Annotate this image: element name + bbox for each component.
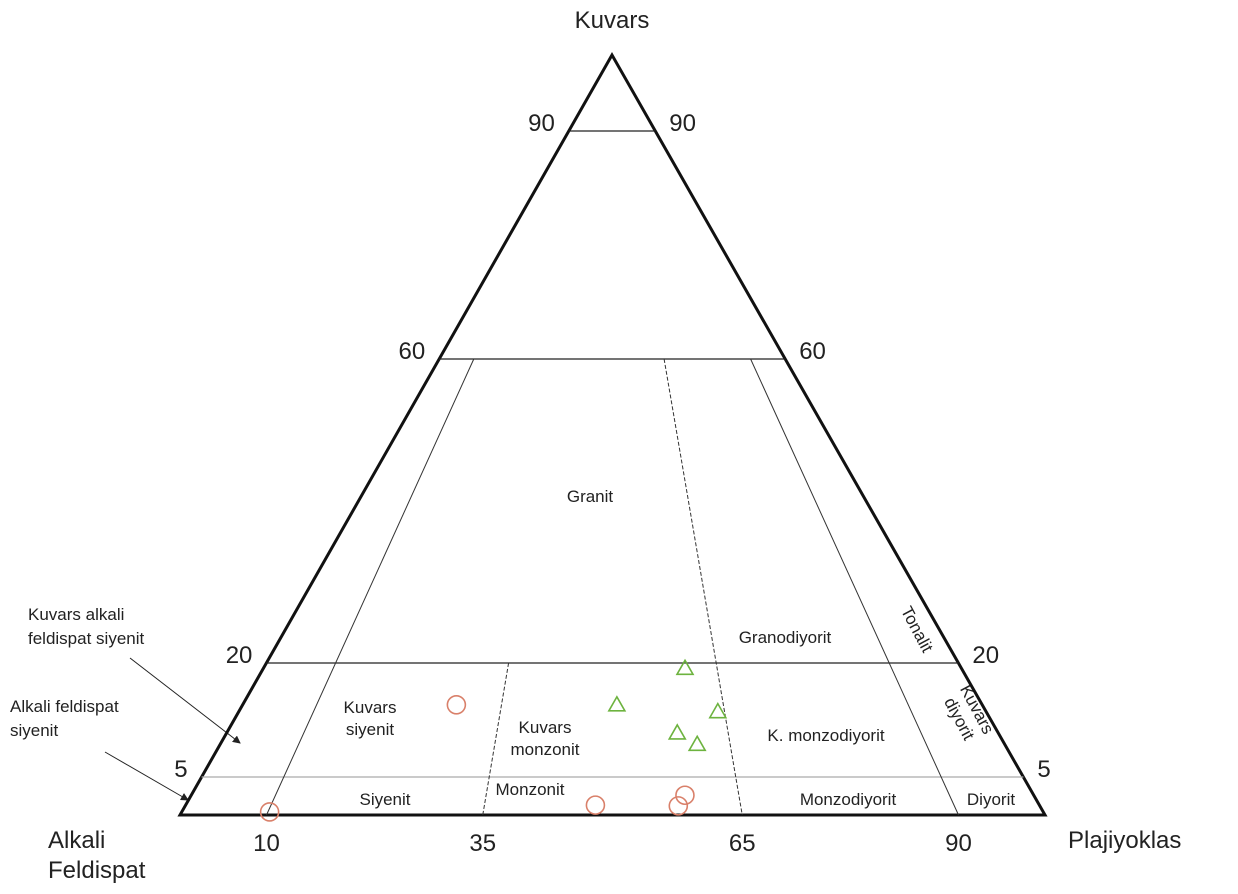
- q-tick-label: 90: [528, 110, 555, 137]
- field-label: Granit: [567, 487, 614, 506]
- p-line: [663, 358, 743, 816]
- field-label: K. monzodiyorit: [767, 726, 884, 745]
- field-label: Monzodiyorit: [800, 790, 897, 809]
- right-label: Plajiyoklas: [1068, 827, 1181, 854]
- p-tick-label: 90: [945, 830, 972, 857]
- triangle: [177, 51, 1048, 817]
- left-label: Alkali Feldispat: [48, 827, 146, 884]
- field-label: Diyorit: [967, 790, 1015, 809]
- fields: Granit Granodiyorit Tonalit Kuvars siyeni…: [10, 487, 1015, 809]
- point: [607, 695, 627, 712]
- field-label: Monzonit: [496, 780, 565, 799]
- field-label: Kuvars siyenit: [344, 698, 397, 739]
- point: [259, 802, 280, 822]
- p-line: [750, 358, 959, 816]
- q-tick-label: 20: [972, 642, 999, 669]
- q-tick-label: 90: [669, 110, 696, 137]
- q-tick-label: 5: [1037, 756, 1050, 783]
- apex-label: Kuvars: [575, 7, 650, 34]
- p-line: [266, 358, 475, 816]
- p-tick-label: 35: [469, 830, 496, 857]
- p-tick-label: 65: [729, 830, 756, 857]
- p-tick-label: 10: [253, 830, 280, 857]
- field-label: Alkali feldispat siyenit: [10, 697, 119, 740]
- q-tick-label: 60: [398, 338, 425, 365]
- q-tick-label: 60: [799, 338, 826, 365]
- p-line: [482, 662, 510, 816]
- field-label: Kuvars monzonit: [511, 718, 580, 759]
- point: [708, 702, 728, 719]
- point: [668, 796, 689, 816]
- point: [585, 795, 606, 815]
- point: [675, 658, 695, 676]
- q-tick-label: 20: [226, 642, 253, 669]
- field-label: Tonalit: [897, 603, 937, 656]
- field-label: Siyenit: [359, 790, 410, 809]
- field-label: Kuvars alkali feldispat siyenit: [28, 605, 145, 648]
- field-label: Granodiyorit: [739, 628, 832, 647]
- point: [446, 694, 467, 715]
- point: [675, 785, 695, 806]
- arrow: [104, 751, 189, 801]
- q-tick-label: 5: [174, 756, 187, 783]
- point: [667, 723, 687, 740]
- point: [687, 734, 707, 752]
- arrow: [129, 657, 241, 744]
